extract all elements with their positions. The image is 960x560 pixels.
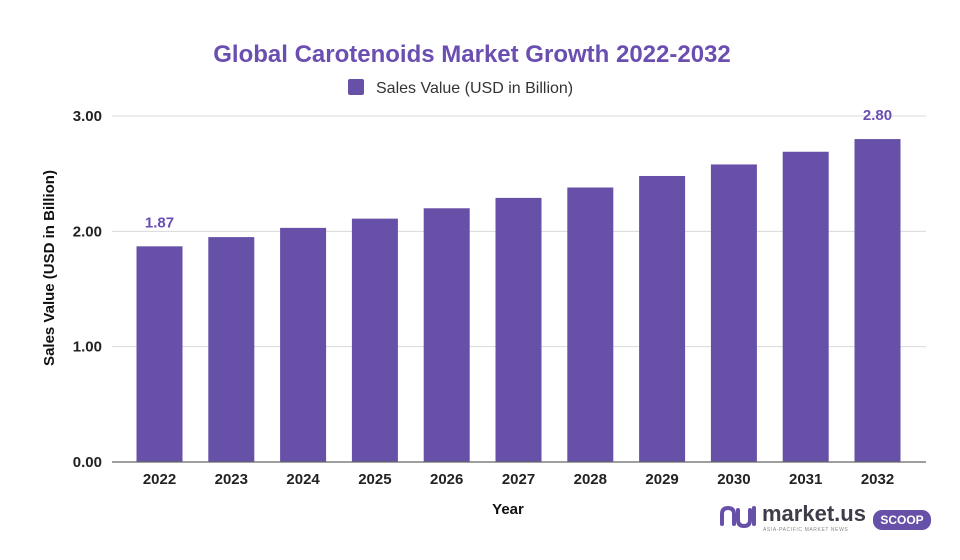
market-us-logo: market.us ASIA-PACIFIC MARKET NEWS SCOOP bbox=[720, 501, 931, 533]
bar-2022 bbox=[136, 246, 183, 462]
y-tick-label: 1.00 bbox=[73, 339, 102, 356]
bar-2025 bbox=[351, 218, 398, 462]
chart-title: Global Carotenoids Market Growth 2022-20… bbox=[213, 41, 731, 68]
data-label-2032: 2.80 bbox=[863, 107, 892, 124]
x-tick-label: 2023 bbox=[215, 471, 248, 488]
data-labels: 1.87 2.80 bbox=[145, 107, 892, 231]
scoop-badge bbox=[873, 510, 931, 530]
legend-label: Sales Value (USD in Billion) bbox=[376, 80, 573, 97]
x-tick-label: 2028 bbox=[574, 471, 607, 488]
y-tick-label: 3.00 bbox=[73, 108, 102, 125]
x-tick-label: 2031 bbox=[789, 471, 822, 488]
x-axis-label: Year bbox=[492, 501, 524, 518]
bar-2024 bbox=[280, 227, 327, 462]
x-tick-label: 2026 bbox=[430, 471, 463, 488]
x-tick-label: 2027 bbox=[502, 471, 535, 488]
bar-2027 bbox=[495, 197, 542, 463]
y-axis-ticks: 0.00 1.00 2.00 3.00 bbox=[73, 108, 102, 471]
market-us-logo-mark bbox=[720, 506, 756, 528]
bar-2030 bbox=[710, 164, 757, 462]
x-tick-label: 2025 bbox=[358, 471, 391, 488]
y-tick-label: 2.00 bbox=[73, 223, 102, 240]
bar-2023 bbox=[208, 237, 255, 462]
market-us-tagline: ASIA-PACIFIC MARKET NEWS bbox=[763, 527, 848, 533]
bar-2031 bbox=[782, 151, 829, 462]
data-label-2022: 1.87 bbox=[145, 214, 174, 231]
legend-swatch bbox=[348, 79, 364, 95]
scoop-badge-text: SCOOP bbox=[880, 513, 923, 527]
x-tick-label: 2022 bbox=[143, 471, 176, 488]
x-axis-ticks: 2022 2023 2024 2025 2026 2027 2028 2029 2030 2031… bbox=[143, 471, 894, 488]
bar-2026 bbox=[423, 208, 470, 462]
market-us-brand: market.us bbox=[762, 501, 866, 526]
bars bbox=[136, 139, 901, 463]
x-tick-label: 2024 bbox=[286, 471, 320, 488]
bar-2028 bbox=[567, 187, 614, 463]
bar-2032 bbox=[854, 139, 901, 463]
bar-2029 bbox=[639, 175, 686, 462]
x-tick-label: 2032 bbox=[861, 471, 894, 488]
y-axis-label: Sales Value (USD in Billion) bbox=[41, 170, 58, 366]
x-tick-label: 2030 bbox=[717, 471, 750, 488]
y-tick-label: 0.00 bbox=[73, 454, 102, 471]
legend: Sales Value (USD in Billion) bbox=[348, 79, 573, 97]
x-tick-label: 2029 bbox=[645, 471, 678, 488]
